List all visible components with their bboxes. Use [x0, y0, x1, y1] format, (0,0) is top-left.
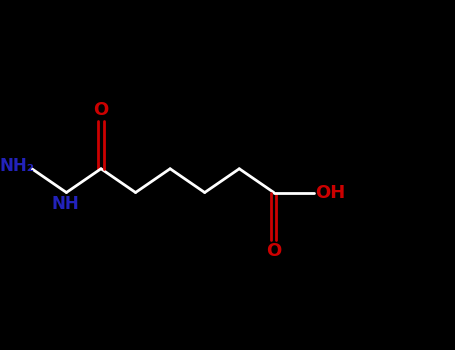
- Text: OH: OH: [315, 183, 346, 202]
- Text: O: O: [93, 101, 109, 119]
- Text: O: O: [266, 242, 282, 260]
- Text: NH: NH: [51, 195, 79, 213]
- Text: NH₂: NH₂: [0, 157, 35, 175]
